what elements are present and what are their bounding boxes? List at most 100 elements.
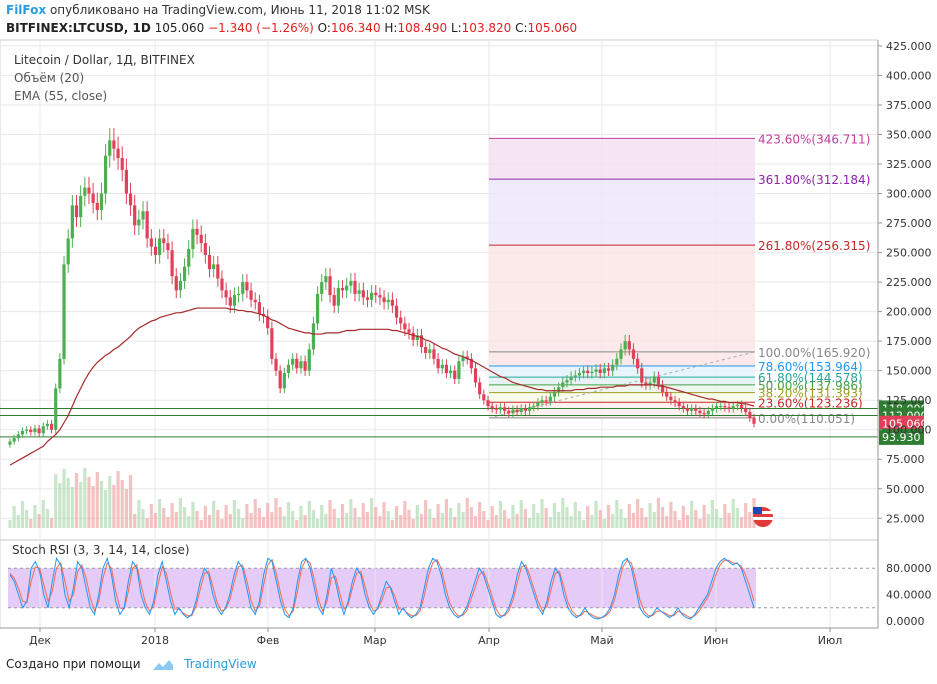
volume-bar bbox=[482, 511, 486, 528]
x-tick-label: Мар bbox=[363, 634, 386, 647]
volume-bar bbox=[116, 471, 120, 528]
candle-body bbox=[278, 370, 282, 389]
volume-bar bbox=[357, 517, 361, 528]
x-tick-label: Май bbox=[590, 634, 613, 647]
volume-bar bbox=[25, 510, 29, 528]
price-label-bg bbox=[879, 428, 924, 445]
volume-bar bbox=[12, 506, 16, 528]
candle-body bbox=[374, 292, 378, 296]
candle-body bbox=[303, 361, 307, 371]
candle-body bbox=[120, 158, 124, 170]
stoch-band bbox=[8, 568, 756, 608]
candle-body bbox=[45, 423, 50, 427]
candle-body bbox=[137, 219, 141, 226]
volume-bar bbox=[286, 502, 291, 528]
candle-body bbox=[399, 317, 403, 324]
candle-body bbox=[149, 238, 153, 247]
candle-body bbox=[669, 396, 673, 401]
volume-bar bbox=[345, 513, 349, 528]
volume-bar bbox=[382, 502, 386, 528]
volume-bar bbox=[573, 502, 577, 528]
volume-bar bbox=[403, 501, 407, 528]
volume-bar bbox=[440, 513, 444, 528]
volume-bar bbox=[199, 520, 203, 528]
volume-bar bbox=[640, 508, 644, 528]
volume-bar bbox=[278, 507, 282, 528]
volume-bar bbox=[710, 500, 715, 528]
candle-body bbox=[652, 376, 656, 383]
candle-body bbox=[636, 358, 640, 369]
fib-zone bbox=[489, 245, 755, 352]
candle-body bbox=[552, 391, 557, 397]
volume-bar bbox=[415, 505, 419, 528]
volume-bar bbox=[108, 476, 112, 528]
volume-bar bbox=[70, 487, 74, 528]
volume-bar bbox=[66, 478, 70, 528]
candle-body bbox=[266, 316, 270, 329]
candle-body bbox=[124, 169, 128, 194]
candle-body bbox=[41, 426, 45, 434]
volume-bar bbox=[37, 514, 41, 528]
author-name[interactable]: FilFox bbox=[6, 3, 47, 17]
candle-body bbox=[581, 370, 586, 374]
candle-body bbox=[644, 382, 648, 385]
volume-bar bbox=[669, 502, 673, 528]
candle-body bbox=[328, 276, 332, 296]
volume-bar bbox=[133, 514, 137, 528]
volume-bar bbox=[453, 517, 457, 528]
volume-bar bbox=[87, 477, 91, 528]
fib-zone bbox=[489, 365, 755, 378]
candle-body bbox=[79, 195, 83, 218]
fib-zone bbox=[489, 351, 755, 366]
volume-bar bbox=[727, 513, 731, 528]
x-tick-label: Фев bbox=[257, 634, 280, 647]
y-tick-label: 175.000 bbox=[886, 335, 932, 348]
candle-body bbox=[365, 297, 370, 300]
volume-bar bbox=[448, 508, 453, 528]
candle-body bbox=[594, 369, 598, 372]
candle-body bbox=[602, 368, 606, 374]
volume-bar bbox=[41, 500, 45, 528]
volume-bar bbox=[507, 519, 511, 528]
volume-bar bbox=[33, 505, 37, 528]
candle-body bbox=[54, 388, 58, 430]
volume-bar bbox=[457, 503, 461, 528]
volume-bar bbox=[158, 499, 162, 528]
x-tick-label: Июн bbox=[704, 634, 729, 647]
volume-bar bbox=[527, 518, 532, 528]
fib-zone bbox=[489, 402, 755, 418]
candle-body bbox=[548, 396, 552, 402]
candle-body bbox=[681, 406, 685, 409]
volume-bar bbox=[95, 472, 99, 528]
candle-body bbox=[174, 276, 178, 291]
candle-body bbox=[648, 382, 652, 385]
candle-body bbox=[245, 282, 249, 291]
candle-body bbox=[386, 299, 390, 303]
volume-bar bbox=[548, 517, 552, 528]
volume-bar bbox=[8, 520, 12, 528]
volume-bar bbox=[565, 507, 569, 528]
candle-body bbox=[457, 361, 461, 379]
candle-body bbox=[714, 406, 719, 409]
volume-bar bbox=[523, 509, 527, 528]
stoch-tick-label: 80.0000 bbox=[886, 562, 932, 575]
candle-body bbox=[436, 358, 440, 369]
candle-body bbox=[478, 382, 482, 395]
volume-bar bbox=[315, 519, 320, 528]
candle-body bbox=[619, 349, 623, 359]
candle-body bbox=[656, 376, 661, 385]
flag-icon[interactable] bbox=[753, 507, 773, 527]
candle-body bbox=[158, 238, 162, 255]
volume-bar bbox=[673, 511, 677, 528]
stoch-tick-label: 0.0000 bbox=[886, 615, 925, 628]
volume-bar bbox=[124, 489, 128, 528]
volume-bar bbox=[685, 515, 690, 528]
fib-label: 361.80%(312.184) bbox=[758, 173, 870, 187]
tradingview-link[interactable]: TradingView bbox=[184, 657, 257, 671]
candle-body bbox=[182, 266, 187, 281]
price-label: 93.930 bbox=[882, 431, 921, 444]
volume-bar bbox=[424, 500, 428, 528]
volume-bar bbox=[719, 518, 723, 528]
volume-bar bbox=[611, 514, 615, 528]
